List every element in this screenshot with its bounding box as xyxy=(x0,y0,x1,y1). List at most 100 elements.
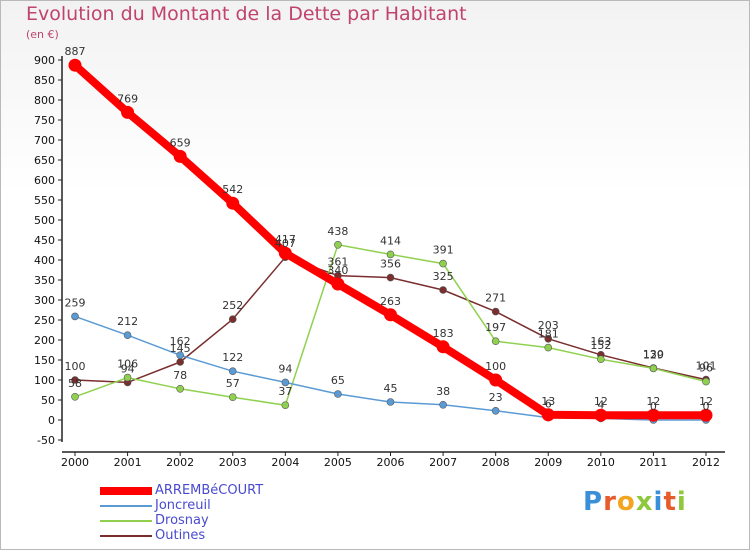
data-point xyxy=(71,376,79,384)
data-point xyxy=(331,277,345,291)
data-label: 340 xyxy=(327,264,348,277)
x-tick-label: 2006 xyxy=(377,456,405,469)
data-label: 100 xyxy=(485,360,506,373)
x-tick-label: 2007 xyxy=(429,456,457,469)
y-tick-label: 150 xyxy=(34,354,55,367)
legend-swatch xyxy=(100,487,152,495)
y-tick-label: 350 xyxy=(34,274,55,287)
data-point xyxy=(334,241,342,249)
y-tick-label: 250 xyxy=(34,314,55,327)
data-label: 197 xyxy=(485,321,506,334)
data-label: 887 xyxy=(65,45,86,58)
data-label: 0 xyxy=(703,400,710,413)
data-point xyxy=(384,308,397,322)
data-label: 145 xyxy=(170,342,191,355)
data-label: 263 xyxy=(380,295,401,308)
y-tick-label: 400 xyxy=(34,254,55,267)
data-label: 130 xyxy=(643,348,664,361)
y-tick-label: 0 xyxy=(48,414,55,427)
data-point xyxy=(123,373,132,382)
data-point xyxy=(597,355,605,364)
data-label: 259 xyxy=(65,296,86,309)
legend-swatch xyxy=(100,505,152,507)
data-label: 271 xyxy=(485,292,506,305)
chart-title: Evolution du Montant de la Dette par Hab… xyxy=(26,3,467,25)
y-tick-label: 550 xyxy=(34,194,55,207)
data-point xyxy=(544,343,553,352)
legend-label: Outines xyxy=(155,528,206,543)
y-tick-label: 650 xyxy=(34,154,55,167)
data-point xyxy=(123,331,132,340)
data-point xyxy=(281,401,290,410)
data-label: 252 xyxy=(222,299,243,312)
data-point xyxy=(491,307,500,316)
data-point xyxy=(386,398,395,406)
data-point xyxy=(334,390,342,398)
legend-swatch xyxy=(100,535,152,537)
data-point xyxy=(281,378,290,387)
y-tick-label: 50 xyxy=(41,394,55,407)
x-tick-label: 2003 xyxy=(219,456,247,469)
data-point xyxy=(226,196,240,210)
data-label: 96 xyxy=(699,362,713,375)
data-label: 12 xyxy=(699,395,713,408)
data-label: 325 xyxy=(433,270,454,283)
data-label: 78 xyxy=(173,369,187,382)
data-label: 203 xyxy=(538,319,559,332)
y-tick-label: 200 xyxy=(34,334,55,347)
data-label: 162 xyxy=(170,335,191,348)
legend-swatch xyxy=(100,520,152,522)
data-label: 101 xyxy=(696,360,717,373)
x-tick-label: 2010 xyxy=(587,456,615,469)
y-tick-label: 850 xyxy=(34,74,55,87)
y-tick-label: -50 xyxy=(37,434,55,447)
data-label: 94 xyxy=(278,362,292,375)
y-tick-label: 500 xyxy=(34,214,55,227)
data-point xyxy=(439,400,447,409)
data-label: 163 xyxy=(590,335,611,348)
x-tick-label: 2008 xyxy=(482,456,510,469)
data-point xyxy=(436,340,450,354)
logo-letter: o xyxy=(616,487,636,517)
y-tick-label: 700 xyxy=(34,134,55,147)
data-label: 391 xyxy=(433,244,454,257)
data-point xyxy=(491,337,500,346)
data-point xyxy=(71,312,79,321)
data-label: 106 xyxy=(117,358,138,371)
data-point xyxy=(176,358,184,366)
data-point xyxy=(439,286,447,294)
data-point xyxy=(386,250,395,259)
x-tick-label: 2001 xyxy=(114,456,142,469)
x-tick-label: 2004 xyxy=(271,456,299,469)
data-label: 181 xyxy=(538,328,559,341)
data-point xyxy=(491,406,500,415)
data-label: 13 xyxy=(541,395,555,408)
data-label: 94 xyxy=(121,362,135,375)
logo-letter: t xyxy=(663,487,677,517)
y-tick-label: 450 xyxy=(34,234,55,247)
data-label: 129 xyxy=(643,348,664,361)
data-label: 100 xyxy=(65,360,86,373)
logo-letter: x xyxy=(635,487,654,517)
data-point xyxy=(228,393,237,402)
y-tick-label: 800 xyxy=(34,94,55,107)
data-label: 659 xyxy=(170,136,191,149)
logo-letter: P xyxy=(583,487,604,517)
logo-letter: r xyxy=(603,487,617,517)
data-label: 407 xyxy=(275,237,296,250)
data-point xyxy=(702,377,710,386)
data-label: 45 xyxy=(384,382,398,395)
x-tick-label: 2005 xyxy=(324,456,352,469)
proxiti-logo: Proxiti xyxy=(583,487,687,517)
y-tick-label: 600 xyxy=(34,174,55,187)
data-point xyxy=(68,58,82,72)
data-point xyxy=(649,364,658,373)
data-label: 12 xyxy=(594,395,608,408)
y-tick-label: 750 xyxy=(34,114,55,127)
data-label: 0 xyxy=(650,400,657,413)
data-label: 58 xyxy=(68,377,82,390)
legend-label: ARREMBéCOURT xyxy=(155,483,264,498)
data-point xyxy=(71,392,79,401)
y-tick-label: 100 xyxy=(34,374,55,387)
